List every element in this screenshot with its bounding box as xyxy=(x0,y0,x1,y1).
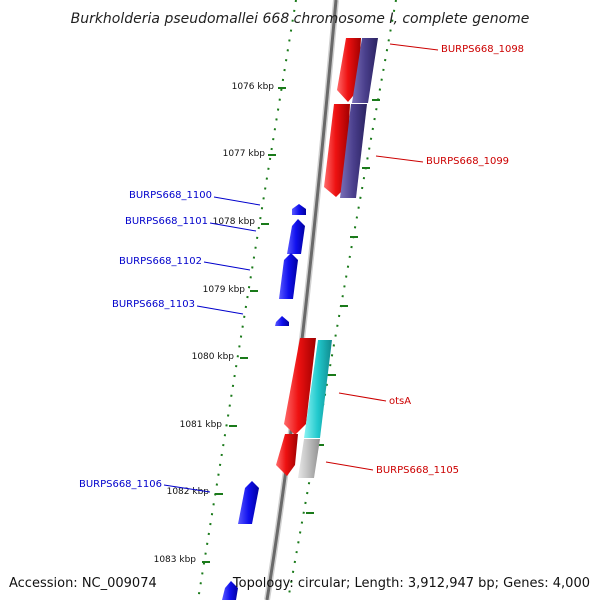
gene-label-burps668-1098[interactable]: BURPS668_1098 xyxy=(441,44,524,55)
gene-label-burps668-1102[interactable]: BURPS668_1102 xyxy=(119,256,202,267)
kbp-label: 1081 kbp xyxy=(180,420,223,430)
gene-label-burps668-1099[interactable]: BURPS668_1099 xyxy=(426,156,509,167)
kbp-labels: 1076 kbp 1077 kbp 1078 kbp 1079 kbp 1080… xyxy=(154,82,275,565)
gene-feature-burps668-1103[interactable] xyxy=(275,316,289,326)
outer-track-burps668-1105[interactable] xyxy=(298,439,320,478)
gene-feature-burps668-1106[interactable] xyxy=(238,481,259,524)
gene-label-burps668-1100[interactable]: BURPS668_1100 xyxy=(129,190,212,201)
inner-gene-labels: BURPS668_1100 BURPS668_1101 BURPS668_110… xyxy=(79,190,261,493)
accession-text: Accession: NC_009074 xyxy=(9,576,157,591)
gene-feature-otsa[interactable] xyxy=(284,338,316,435)
gene-feature-burps668-1102[interactable] xyxy=(279,253,298,299)
outer-track-burps668-1098[interactable] xyxy=(352,38,378,103)
map-title: Burkholderia pseudomallei 668 chromosome… xyxy=(71,11,530,27)
outer-track-otsa[interactable] xyxy=(304,340,332,438)
inner-dotted-track xyxy=(197,0,297,600)
outer-gene-labels: BURPS668_1098 BURPS668_1099 otsA BURPS66… xyxy=(325,43,524,476)
gene-feature-burps668-1100[interactable] xyxy=(292,204,306,215)
kbp-label: 1079 kbp xyxy=(203,285,246,295)
gene-feature-burps668-1105[interactable] xyxy=(276,434,298,476)
kbp-label: 1077 kbp xyxy=(223,149,266,159)
gene-label-otsa[interactable]: otsA xyxy=(389,396,411,407)
gene-label-burps668-1106[interactable]: BURPS668_1106 xyxy=(79,479,162,490)
kbp-label: 1078 kbp xyxy=(213,217,256,227)
gene-feature-burps668-1101[interactable] xyxy=(287,219,305,254)
chromosome-backbone xyxy=(264,0,339,600)
inner-kbp-ticks xyxy=(202,87,286,563)
kbp-label: 1082 kbp xyxy=(167,487,210,497)
gene-feature-partial[interactable] xyxy=(222,581,238,600)
outer-track-burps668-1099[interactable] xyxy=(340,104,367,198)
gene-label-burps668-1105[interactable]: BURPS668_1105 xyxy=(376,465,459,476)
gene-label-burps668-1103[interactable]: BURPS668_1103 xyxy=(112,299,195,310)
kbp-label: 1076 kbp xyxy=(232,82,275,92)
kbp-label: 1080 kbp xyxy=(192,352,235,362)
topology-text: Topology: circular; Length: 3,912,947 bp… xyxy=(232,576,590,591)
kbp-label: 1083 kbp xyxy=(154,555,197,565)
gene-label-burps668-1101[interactable]: BURPS668_1101 xyxy=(125,216,208,227)
